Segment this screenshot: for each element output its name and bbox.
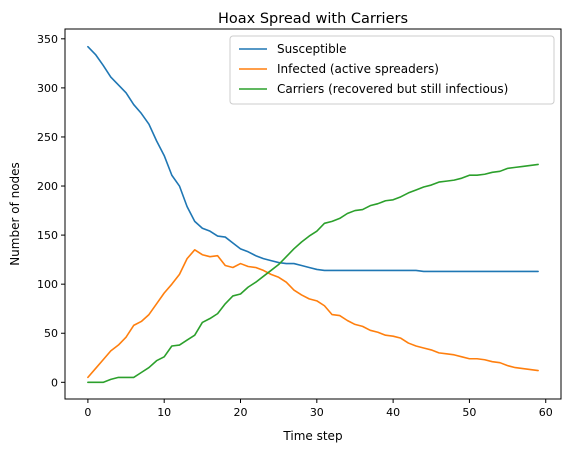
x-tick-label: 0 <box>84 406 91 419</box>
legend-label-1: Infected (active spreaders) <box>277 62 439 76</box>
axes-frame <box>64 28 562 400</box>
y-tick-label: 0 <box>51 376 58 389</box>
y-tick-label: 50 <box>44 327 58 340</box>
chart-title: Hoax Spread with Carriers <box>218 11 408 27</box>
x-tick-label: 50 <box>462 406 476 419</box>
y-tick-label: 350 <box>37 33 58 46</box>
legend-box <box>229 35 555 105</box>
y-tick-label: 200 <box>37 180 58 193</box>
x-axis: 0 10 20 30 40 50 60 <box>84 399 553 419</box>
legend-label-0: Susceptible <box>277 42 346 56</box>
series-line-0 <box>87 45 539 273</box>
y-axis: 0 50 100 150 200 250 300 350 <box>37 33 65 389</box>
y-axis-label: Number of nodes <box>8 162 22 266</box>
series-line-2 <box>87 163 539 384</box>
plot-area <box>87 45 539 384</box>
x-tick-label: 40 <box>386 406 400 419</box>
x-tick-label: 60 <box>539 406 553 419</box>
x-tick-label: 20 <box>234 406 248 419</box>
x-tick-label: 10 <box>157 406 171 419</box>
legend-label-2: Carriers (recovered but still infectious… <box>277 82 508 96</box>
series-line-1 <box>87 249 539 379</box>
y-tick-label: 250 <box>37 131 58 144</box>
x-axis-label: Time step <box>282 429 342 443</box>
legend: Susceptible Infected (active spreaders) Ca… <box>229 35 555 105</box>
y-tick-label: 100 <box>37 278 58 291</box>
y-tick-label: 150 <box>37 229 58 242</box>
y-tick-label: 300 <box>37 82 58 95</box>
x-tick-label: 30 <box>310 406 324 419</box>
